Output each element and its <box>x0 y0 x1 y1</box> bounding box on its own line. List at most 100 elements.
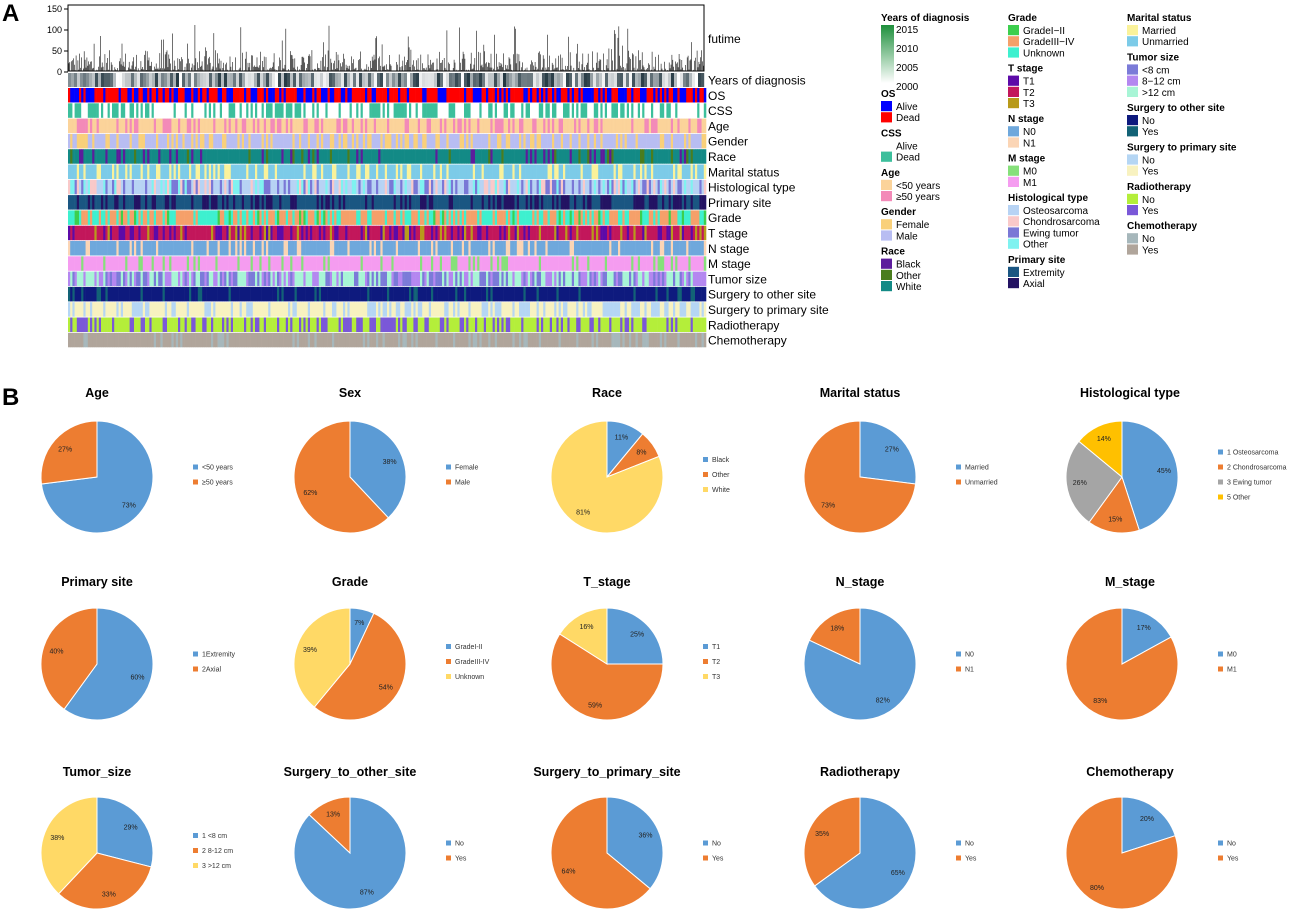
row-years-of-diagnosis <box>68 73 705 87</box>
pie-percent-label: 27% <box>58 446 72 453</box>
pie-percent-label: 16% <box>579 624 593 631</box>
heatmap-row-label: Radiotherapy <box>708 318 779 332</box>
legend-item-label: ≥50 years <box>896 192 940 203</box>
pie-legend-label: No <box>455 841 464 848</box>
pie-percent-label: 82% <box>876 697 890 704</box>
pie-slice <box>96 796 154 868</box>
legend-title: Age <box>881 168 900 179</box>
legend-title: Years of diagnosis <box>881 13 970 24</box>
legend-item-label: Osteosarcoma <box>1023 206 1088 217</box>
heatmap-row-label: Grade <box>708 211 742 225</box>
pie-legend-label: GradeI-II <box>455 644 483 651</box>
legend-item-label: Yes <box>1142 167 1158 178</box>
heatmap-row <box>68 164 707 179</box>
legend-item-label: 8−12 cm <box>1142 77 1181 88</box>
heatmap-row <box>68 179 707 195</box>
legend-title: Surgery to other site <box>1127 103 1225 114</box>
pie-legend-label: 1 Osteosarcoma <box>1227 450 1278 457</box>
pie-chart: Radiotherapy 65% 35% No Yes <box>803 765 977 910</box>
pie-legend-swatch <box>446 464 451 470</box>
pie-slice <box>803 420 917 534</box>
pie-chart: Surgery_to_other_site 87% 13% No Yes <box>284 765 467 910</box>
heatmap-legend: Years of diagnosis2015201020052000OSAliv… <box>881 13 1237 293</box>
legend-swatch <box>1127 36 1138 47</box>
legend-tick-label: 2015 <box>896 25 919 36</box>
pie-title: Grade <box>332 575 368 589</box>
legend-swatch <box>1008 137 1019 148</box>
legend-swatch <box>1008 278 1019 289</box>
legend-title: Marital status <box>1127 13 1192 24</box>
pie-slice <box>293 607 351 708</box>
pie-chart: Sex 38% 62% Female Male <box>293 386 478 534</box>
pie-percent-label: 60% <box>130 675 144 682</box>
pie-legend-swatch <box>956 479 961 485</box>
legend-swatch <box>881 281 892 292</box>
heatmap-row-label: Surgery to primary site <box>708 303 829 317</box>
pie-legend-swatch <box>1218 494 1223 500</box>
legend-item-label: Married <box>1142 26 1176 37</box>
legend-item-label: N0 <box>1023 127 1036 138</box>
pie-percent-label: 73% <box>821 503 835 510</box>
legend-swatch <box>881 140 892 151</box>
pie-slice <box>550 420 664 534</box>
legend-swatch <box>881 219 892 230</box>
pie-legend-swatch <box>703 644 708 649</box>
pie-legend-label: Unknown <box>455 674 484 681</box>
legend-item-label: <8 cm <box>1142 65 1170 76</box>
legend-item-label: White <box>896 282 922 293</box>
heatmap-row-label: Years of diagnosis <box>708 74 806 88</box>
pie-percent-label: 27% <box>885 446 899 453</box>
legend-item-label: Unmarried <box>1142 37 1189 48</box>
pie-legend-swatch <box>956 855 961 861</box>
pie-legend-label: 5 Other <box>1227 495 1251 502</box>
pie-title: Primary site <box>61 575 133 589</box>
pie-percent-label: 45% <box>1157 468 1171 475</box>
pie-legend-label: No <box>1227 841 1236 848</box>
legend-item-label: GradeI−II <box>1023 26 1065 37</box>
pie-percent-label: 87% <box>360 890 374 897</box>
pie-slice <box>1065 796 1179 910</box>
legend-swatch <box>1127 193 1138 204</box>
pie-legend-label: Married <box>965 465 989 472</box>
heatmap-row-label: Marital status <box>708 165 779 179</box>
pie-slice <box>859 420 917 485</box>
heatmap-row <box>68 210 707 225</box>
pie-legend-swatch <box>703 855 708 861</box>
legend-swatch <box>1008 86 1019 97</box>
pie-title: T_stage <box>583 575 630 589</box>
pie-chart: Tumor_size 29% 33% 38% 1 <8 cm 2 8-12 cm 3 >12… <box>40 765 233 910</box>
legend-swatch <box>1008 98 1019 109</box>
pie-legend-label: GradeIII-IV <box>455 659 490 666</box>
heatmap-row <box>68 88 707 103</box>
legend-swatch <box>1127 233 1138 244</box>
pie-chart: Grade 7% 54% 39% GradeI-II GradeIII-IV Unknown <box>293 575 490 721</box>
legend-item-label: GradeIII−IV <box>1023 37 1075 48</box>
pie-percent-label: 80% <box>1090 885 1104 892</box>
pie-chart: Chemotherapy 20% 80% No Yes <box>1065 765 1239 910</box>
pie-legend-swatch <box>703 472 708 477</box>
pie-legend-label: 3 Ewing tumor <box>1227 480 1272 487</box>
pie-legend-label: White <box>712 487 730 494</box>
legend-item-label: No <box>1142 155 1155 166</box>
legend-title: Chemotherapy <box>1127 221 1197 232</box>
legend-item-label: Other <box>896 271 922 282</box>
pie-slice <box>40 796 98 895</box>
legend-item-label: Axial <box>1023 279 1045 290</box>
pie-percent-label: 38% <box>383 459 397 466</box>
pie-chart: Marital status 27% 73% Married Unmarried <box>803 386 998 534</box>
pie-legend-swatch <box>956 651 961 657</box>
pie-percent-label: 38% <box>50 835 64 842</box>
heatmap-row <box>68 118 707 134</box>
futime-tick-label: 100 <box>47 25 62 35</box>
legend-item-label: No <box>1142 234 1155 245</box>
legend-swatch <box>1127 154 1138 165</box>
pie-legend-swatch <box>956 840 961 846</box>
pie-percent-label: 59% <box>588 702 602 709</box>
legend-swatch <box>881 179 892 190</box>
